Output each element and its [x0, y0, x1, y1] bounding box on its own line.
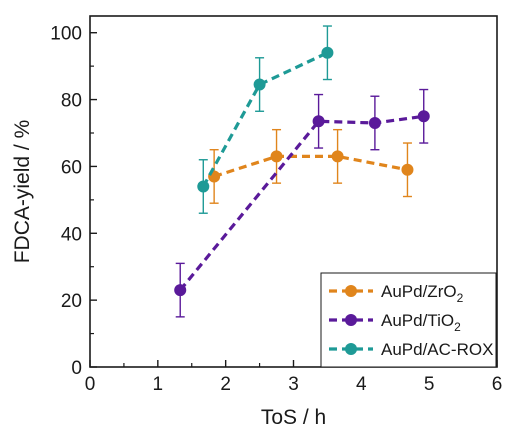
legend-marker	[345, 285, 357, 297]
legend-item-1: AuPd/TiO2	[329, 311, 461, 334]
legend-label: AuPd/TiO2	[381, 311, 461, 334]
legend-marker	[345, 314, 357, 326]
data-point	[253, 78, 266, 91]
series-1	[174, 88, 430, 318]
y-axis-title: FDCA-yield / %	[11, 120, 34, 264]
y-tick-label: 100	[50, 24, 82, 45]
x-tick-label: 1	[153, 374, 164, 395]
data-point	[321, 46, 334, 59]
y-tick-label: 60	[61, 157, 82, 178]
legend-item-2: AuPd/AC-ROX	[329, 340, 493, 359]
legend-label: AuPd/AC-ROX	[381, 340, 493, 359]
y-tick-label: 20	[61, 291, 82, 312]
data-point	[331, 150, 344, 163]
legend-item-0: AuPd/ZrO2	[329, 282, 464, 305]
x-tick-label: 3	[288, 374, 299, 395]
y-tick-label: 0	[71, 358, 82, 379]
x-tick-label: 5	[424, 374, 435, 395]
series-layer	[174, 25, 430, 318]
y-tick-label: 80	[61, 91, 82, 112]
legend-label: AuPd/ZrO2	[381, 282, 464, 305]
data-point	[417, 110, 430, 123]
x-tick-label: 2	[220, 374, 231, 395]
data-point	[368, 116, 381, 129]
series-line	[178, 114, 424, 292]
y-tick-label: 40	[61, 224, 82, 245]
data-point	[197, 180, 210, 193]
data-point	[401, 163, 414, 176]
legend-marker	[345, 343, 357, 355]
series-2	[197, 25, 334, 214]
series-0	[208, 128, 414, 204]
x-tick-label: 0	[85, 374, 96, 395]
data-point	[270, 150, 283, 163]
legend: AuPd/ZrO2 AuPd/TiO2 AuPd/AC-ROX	[320, 272, 497, 368]
data-point	[312, 115, 325, 128]
x-tick-label: 6	[492, 374, 503, 395]
data-point	[174, 284, 187, 297]
series-line	[213, 154, 408, 178]
x-tick-label: 4	[356, 374, 367, 395]
x-axis-title: ToS / h	[261, 406, 326, 428]
series-line	[201, 51, 329, 188]
